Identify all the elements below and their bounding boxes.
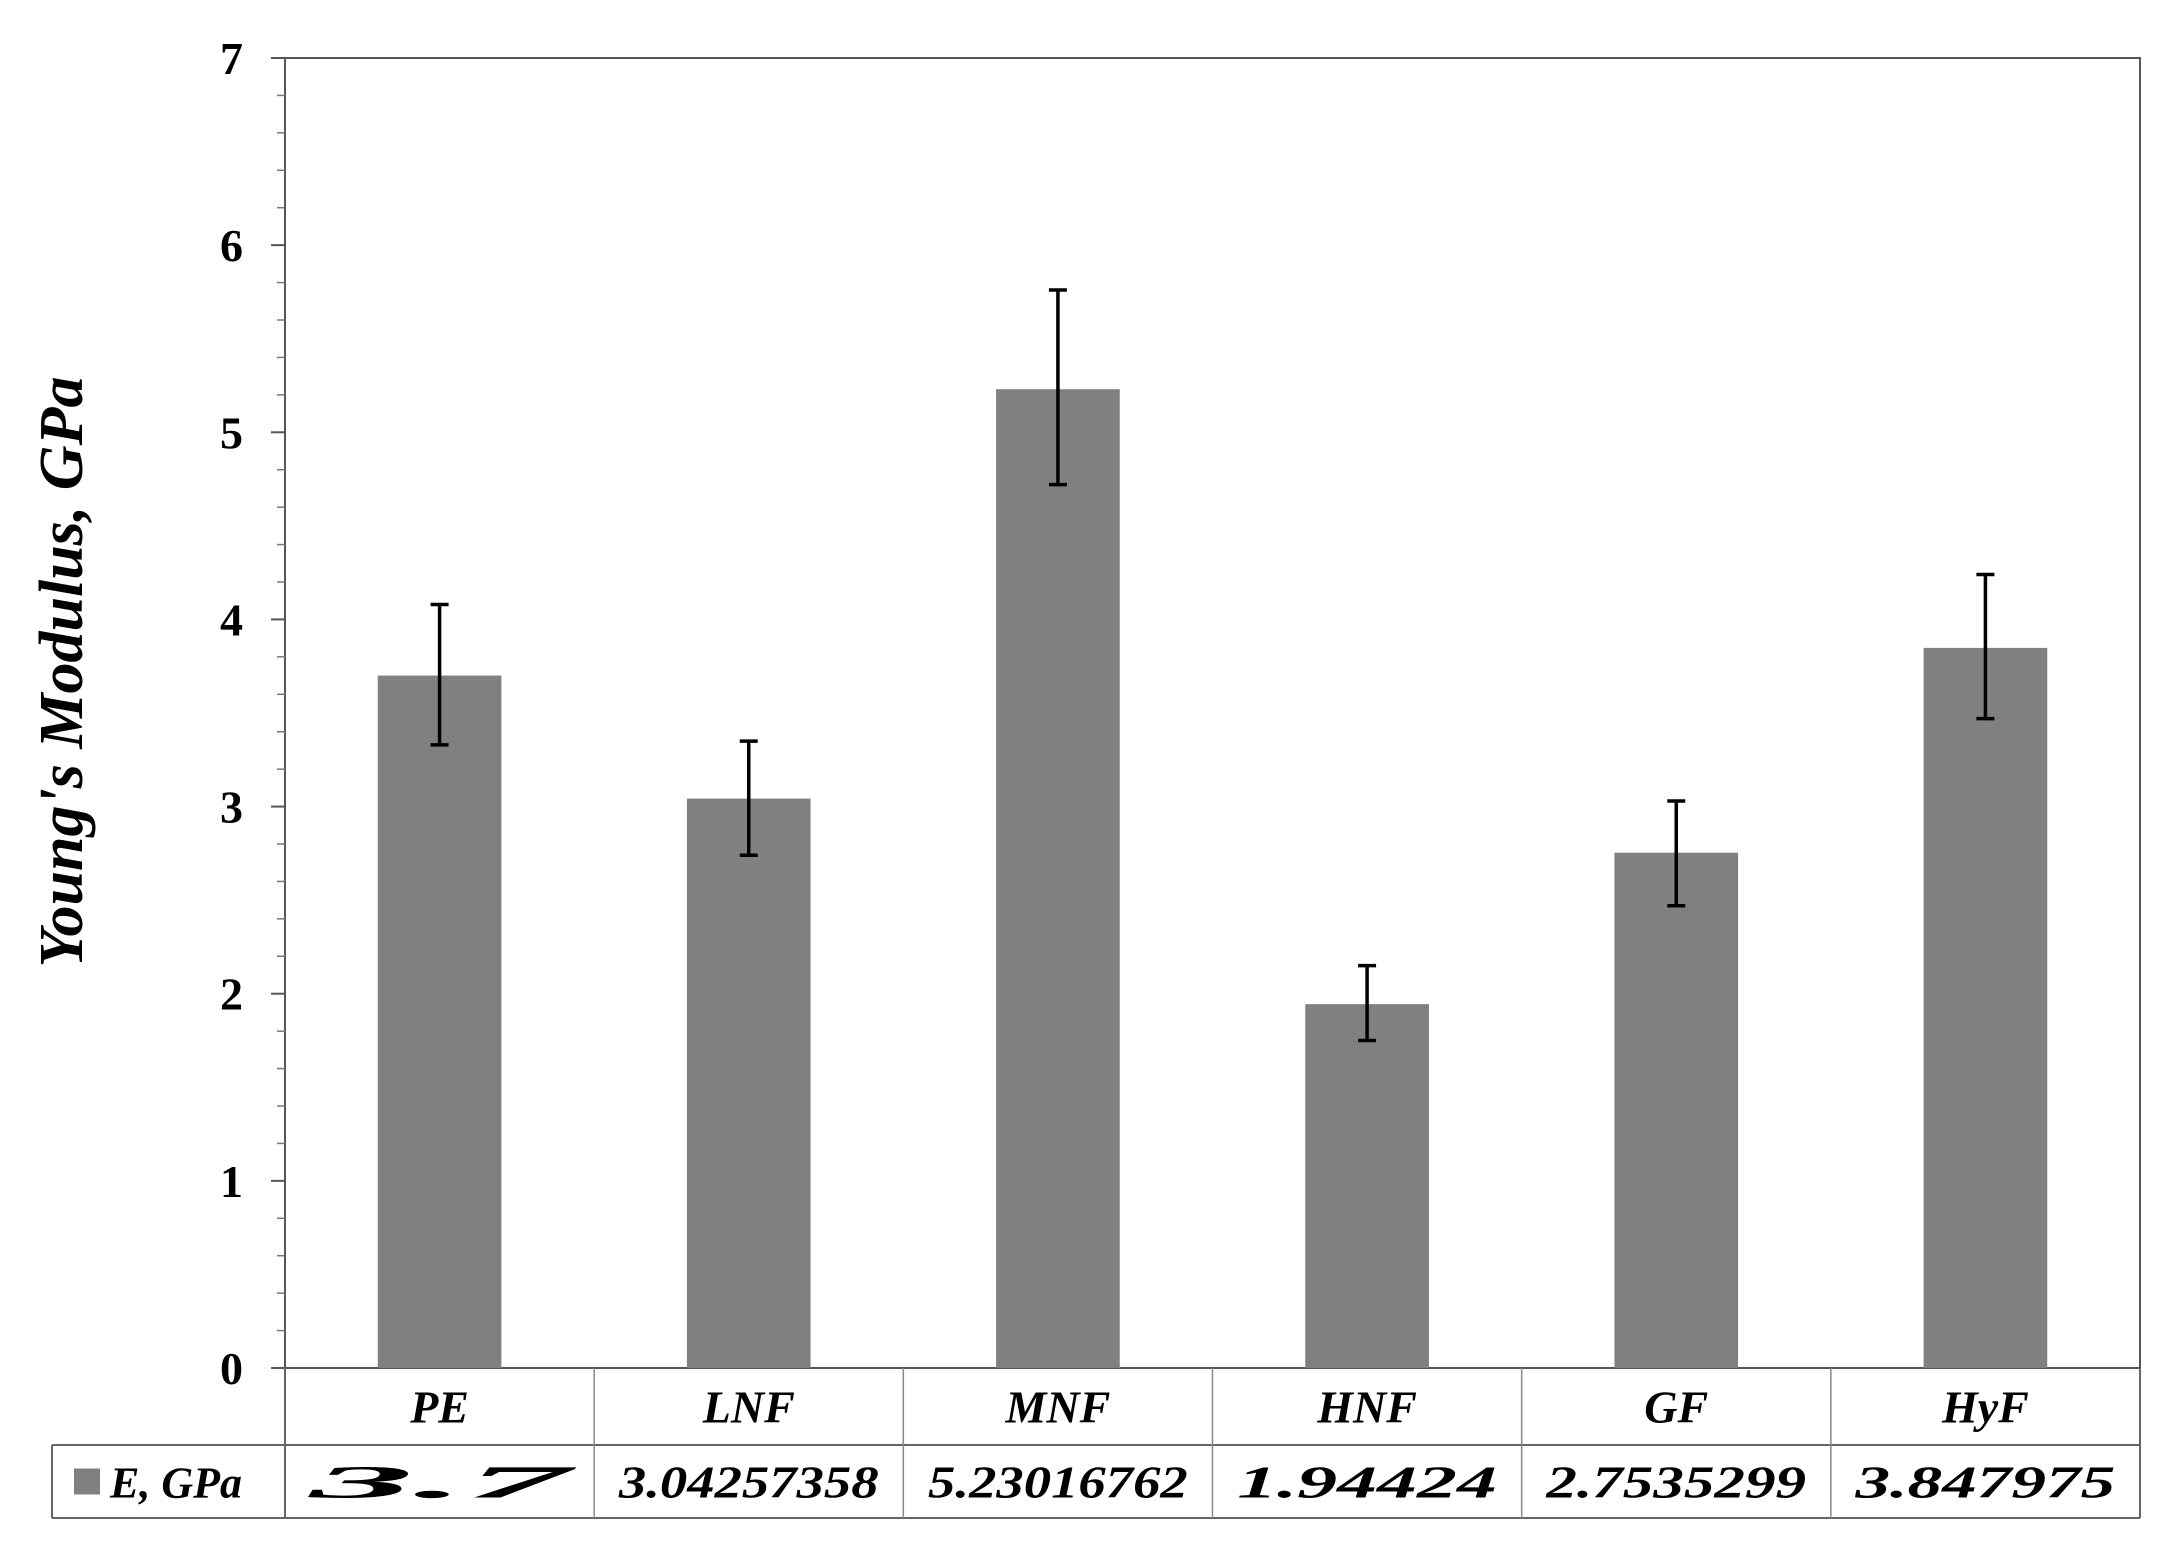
x-category-label: GF	[1644, 1382, 1708, 1433]
error-bars	[430, 288, 1995, 1043]
x-category-label: HyF	[1941, 1382, 2029, 1433]
table-value: 3.04257358	[618, 1457, 879, 1508]
table-value: 2.7535299	[1545, 1457, 1806, 1508]
y-tick-label: 6	[220, 220, 243, 271]
y-tick-label: 5	[220, 407, 243, 458]
y-tick-label: 2	[220, 969, 243, 1020]
x-category-label: MNF	[1005, 1382, 1111, 1433]
bar	[686, 798, 811, 1368]
legend-label: E, GPa	[109, 1459, 242, 1508]
table-value: 1.94424	[1237, 1457, 1497, 1508]
bar	[1305, 1004, 1429, 1368]
y-tick-label: 4	[220, 594, 243, 645]
y-tick-label: 3	[220, 782, 243, 833]
y-tick-label: 1	[220, 1156, 243, 1207]
bar	[996, 389, 1120, 1368]
bars	[377, 389, 2048, 1368]
y-tick-label: 0	[220, 1343, 243, 1394]
axes: 0 1 2 3 4 5 6 7	[220, 33, 2141, 1394]
x-category-label: LNF	[702, 1382, 795, 1433]
plot-frame	[284, 57, 2141, 1369]
x-category-label: HNF	[1316, 1382, 1417, 1433]
table-value: 5.23016762	[928, 1457, 1188, 1508]
table-value: 3.7	[305, 1457, 578, 1508]
table-value: 3.847975	[1854, 1457, 2115, 1508]
y-tick-label: 7	[220, 33, 243, 84]
x-category-label: PE	[409, 1382, 469, 1433]
bar	[1923, 647, 2048, 1368]
bar	[1614, 852, 1739, 1368]
legend-swatch	[74, 1468, 100, 1495]
bar	[377, 675, 502, 1368]
data-table: PE LNF MNF HNF GF HyF 3.7 3.04257358 5.23016762 1…	[51, 1368, 2141, 1519]
y-axis-label: Young's Modulus, GPa	[28, 377, 96, 968]
